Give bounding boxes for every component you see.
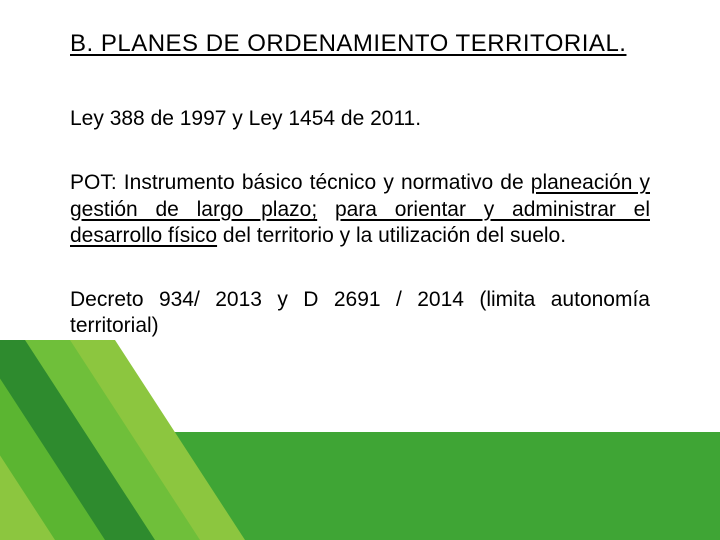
para2-lead: POT: Instrumento básico técnico y normat… xyxy=(70,171,531,194)
paragraph-decretos: Decreto 934/ 2013 y D 2691 / 2014 (limit… xyxy=(70,287,650,340)
corner-diagonals xyxy=(0,340,260,540)
paragraph-leyes: Ley 388 de 1997 y Ley 1454 de 2011. xyxy=(70,106,650,132)
content-area: B. PLANES DE ORDENAMIENTO TERRITORIAL. L… xyxy=(0,0,720,340)
diagonal-stripes-icon xyxy=(0,340,260,540)
para2-mid xyxy=(317,198,335,221)
paragraph-pot: POT: Instrumento básico técnico y normat… xyxy=(70,170,650,249)
slide: B. PLANES DE ORDENAMIENTO TERRITORIAL. L… xyxy=(0,0,720,540)
para2-tail: del territorio y la utilización del suel… xyxy=(217,224,566,247)
slide-title: B. PLANES DE ORDENAMIENTO TERRITORIAL. xyxy=(70,30,650,58)
